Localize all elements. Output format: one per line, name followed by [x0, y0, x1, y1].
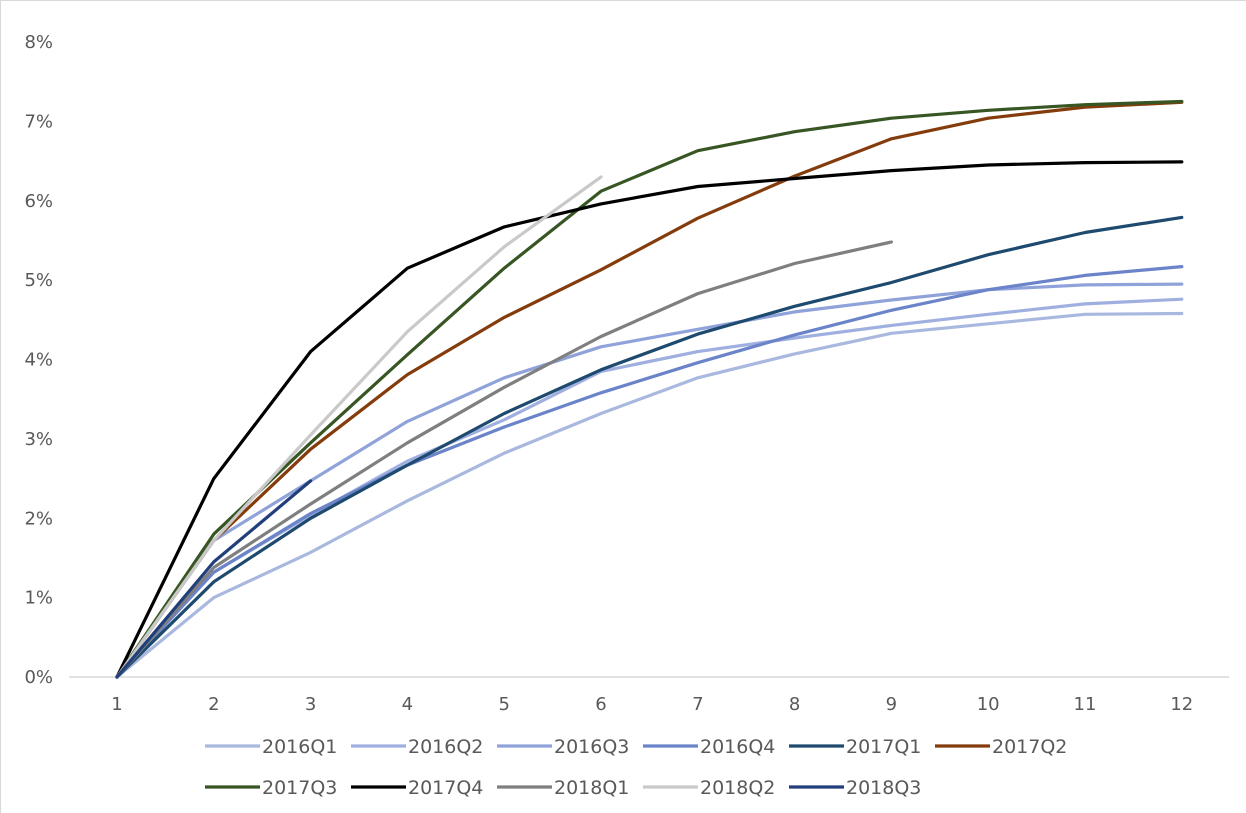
x-tick-label: 5 [498, 694, 509, 715]
y-tick-label: 3% [24, 429, 53, 450]
series-line-2017q1 [115, 215, 1184, 679]
x-axis-ticks: 1 2 3 4 5 6 7 8 9 10 11 12 [111, 694, 1193, 715]
y-axis-ticks: 0% 1% 2% 3% 4% 5% 6% 7% 8% [24, 32, 53, 688]
legend-label: 2018Q3 [846, 777, 921, 799]
legend: 2016Q1 2016Q2 2016Q3 2016Q4 2017Q1 2017Q2 2017… [205, 736, 1067, 799]
y-tick-label: 4% [24, 350, 53, 371]
series-line-2017q3 [115, 99, 1184, 679]
legend-label: 2017Q2 [992, 736, 1067, 758]
series-line-2018q3 [115, 479, 313, 679]
x-tick-label: 2 [208, 694, 219, 715]
legend-item-2017q2: 2017Q2 [935, 736, 1067, 758]
legend-item-2016q2: 2016Q2 [351, 736, 483, 758]
series-line-2017q2 [115, 100, 1184, 679]
x-tick-label: 6 [595, 694, 606, 715]
series-lines [115, 99, 1184, 679]
legend-label: 2017Q1 [846, 736, 921, 758]
legend-item-2017q1: 2017Q1 [789, 736, 921, 758]
legend-label: 2017Q3 [262, 777, 337, 799]
x-tick-label: 12 [1170, 694, 1193, 715]
x-tick-label: 9 [886, 694, 897, 715]
x-tick-label: 8 [789, 694, 800, 715]
series-line-2016q2 [115, 297, 1184, 679]
x-tick-label: 1 [111, 694, 122, 715]
series-line-2016q4 [115, 265, 1184, 679]
legend-label: 2016Q1 [262, 736, 337, 758]
y-tick-label: 8% [24, 32, 53, 53]
x-tick-label: 3 [305, 694, 316, 715]
legend-item-2018q3: 2018Q3 [789, 777, 921, 799]
y-tick-label: 1% [24, 588, 53, 609]
legend-label: 2016Q4 [700, 736, 775, 758]
y-tick-label: 2% [24, 508, 53, 529]
legend-label: 2016Q2 [408, 736, 483, 758]
x-tick-label: 7 [692, 694, 703, 715]
legend-item-2018q2: 2018Q2 [643, 777, 775, 799]
legend-item-2016q4: 2016Q4 [643, 736, 775, 758]
series-line-2016q1 [115, 311, 1184, 679]
x-tick-label: 4 [402, 694, 413, 715]
legend-item-2016q1: 2016Q1 [205, 736, 337, 758]
legend-item-2017q3: 2017Q3 [205, 777, 337, 799]
legend-item-2016q3: 2016Q3 [497, 736, 629, 758]
series-line-2018q1 [115, 240, 894, 679]
legend-label: 2016Q3 [554, 736, 629, 758]
legend-item-2017q4: 2017Q4 [351, 777, 483, 799]
series-line-2018q2 [115, 175, 603, 679]
y-tick-label: 5% [24, 270, 53, 291]
legend-label: 2018Q2 [700, 777, 775, 799]
legend-item-2018q1: 2018Q1 [497, 777, 629, 799]
y-tick-label: 0% [24, 667, 53, 688]
x-tick-label: 11 [1074, 694, 1097, 715]
y-tick-label: 7% [24, 111, 53, 132]
legend-label: 2017Q4 [408, 777, 483, 799]
legend-label: 2018Q1 [554, 777, 629, 799]
x-tick-label: 10 [977, 694, 1000, 715]
series-line-2017q4 [115, 160, 1184, 679]
y-tick-label: 6% [24, 191, 53, 212]
